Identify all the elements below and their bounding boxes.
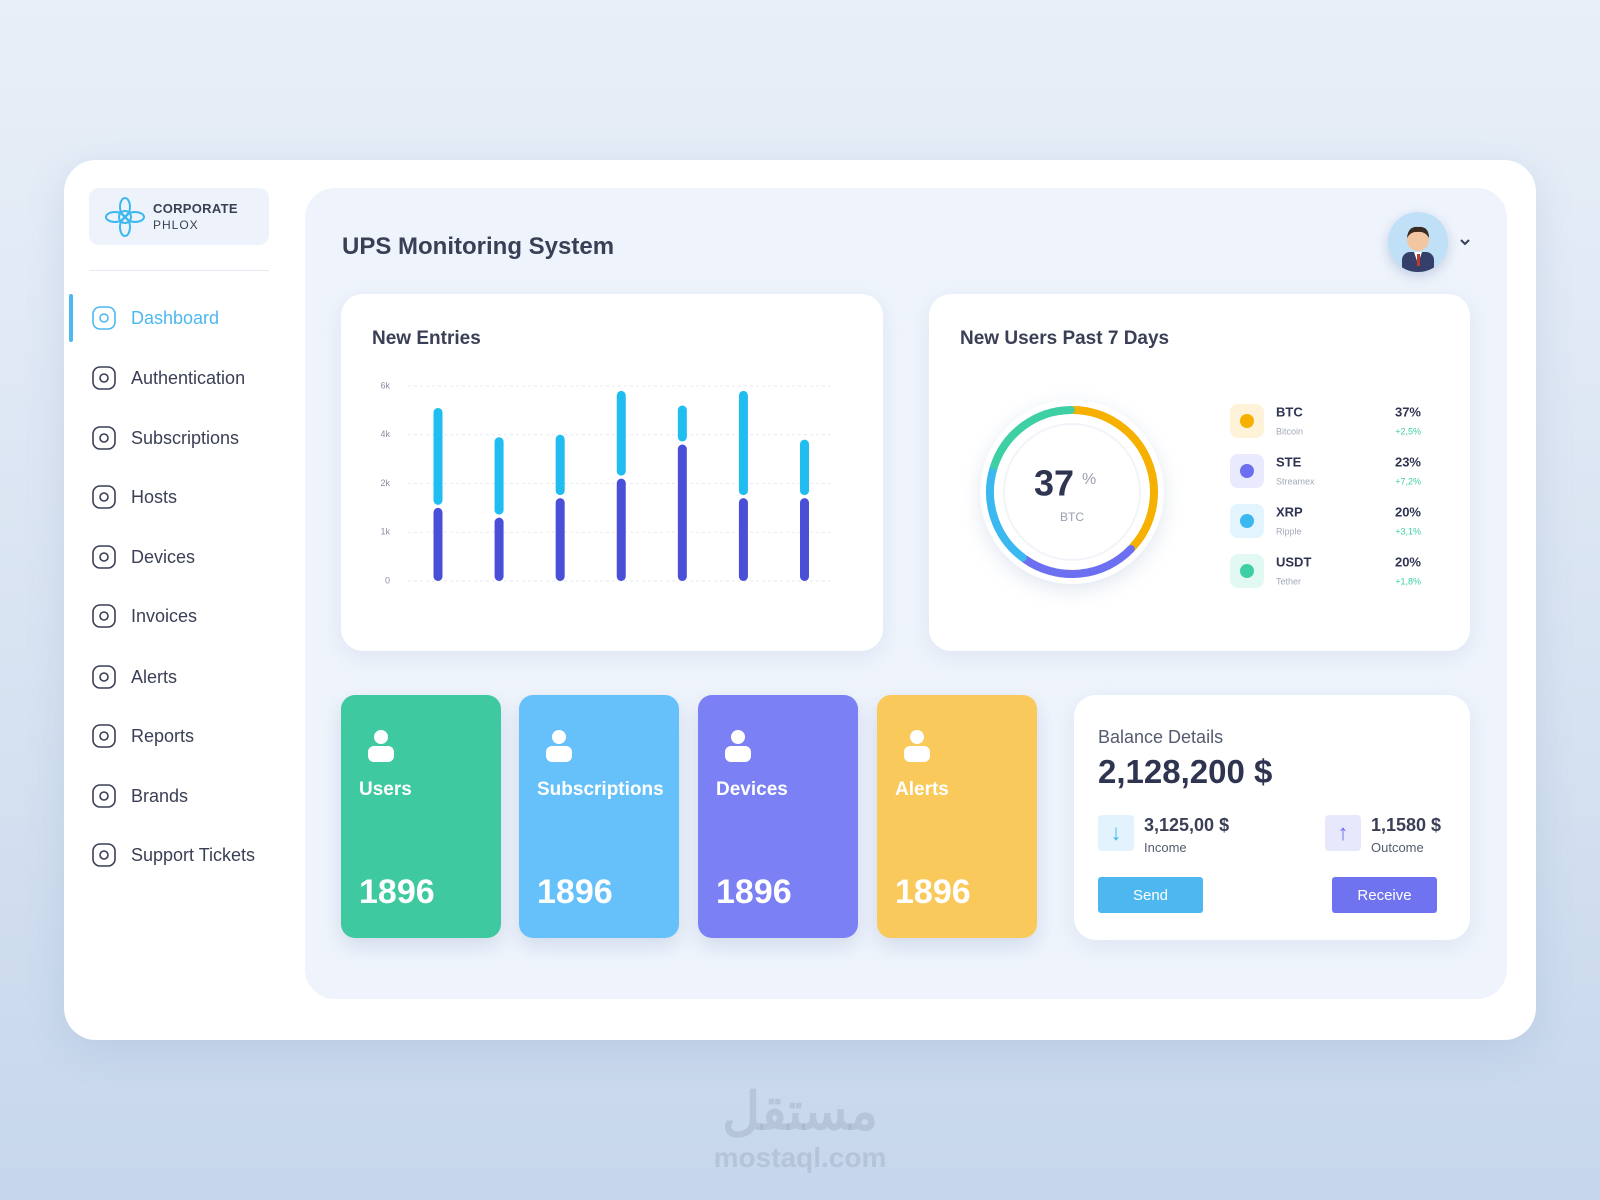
outcome-label: Outcome	[1371, 840, 1424, 855]
nav-item[interactable]: Subscriptions	[89, 418, 299, 458]
watermark-latin: mostaql.com	[713, 1142, 887, 1173]
stat-value: 1896	[537, 873, 613, 911]
divider	[89, 270, 269, 271]
nav-icon	[92, 665, 116, 689]
page-title: UPS Monitoring System	[342, 233, 615, 260]
nav-icon	[92, 366, 116, 390]
nav-icon	[92, 426, 116, 450]
nav-label: Brands	[131, 785, 189, 806]
send-button[interactable]: Send	[1098, 877, 1203, 913]
logo: CORPORATE PHLOX	[89, 188, 269, 245]
nav-item[interactable]: Authentication	[89, 358, 299, 398]
nav-item[interactable]: Brands	[89, 776, 299, 816]
stat-label: Alerts	[895, 779, 949, 800]
nav-item[interactable]: Support Tickets	[89, 835, 299, 875]
nav-label: Devices	[131, 546, 196, 567]
stat-icon	[368, 730, 394, 762]
receive-button[interactable]: Receive	[1332, 877, 1437, 913]
nav-item[interactable]: Dashboard	[89, 298, 299, 338]
stat-value: 1896	[359, 873, 435, 911]
entries-card	[341, 294, 883, 651]
stat-label: Subscriptions	[537, 779, 664, 800]
logo-icon	[105, 197, 145, 237]
nav-icon	[92, 604, 116, 628]
nav-label: Authentication	[131, 367, 246, 388]
stat-value: 1896	[716, 873, 792, 911]
income-label: Income	[1144, 840, 1187, 855]
watermark-arabic: مستقل	[722, 1083, 878, 1141]
nav-label: Dashboard	[131, 307, 220, 328]
nav-icon	[92, 545, 116, 569]
income-icon: ↓	[1098, 815, 1134, 851]
nav-item[interactable]: Devices	[89, 537, 299, 577]
nav-icon	[92, 724, 116, 748]
nav-item[interactable]: Hosts	[89, 477, 299, 517]
brand-line-2: PHLOX	[153, 218, 199, 232]
nav-label: Support Tickets	[131, 844, 256, 865]
income-value: 3,125,00 $	[1144, 815, 1230, 835]
stat-card[interactable]: Users 1896	[341, 695, 501, 938]
nav-icon	[92, 485, 116, 509]
balance-title: Balance Details	[1098, 727, 1224, 747]
stat-icon	[725, 730, 751, 762]
balance-amount: 2,128,200 $	[1098, 753, 1273, 790]
outcome-icon: ↑	[1325, 815, 1361, 851]
nav-label: Invoices	[131, 605, 198, 626]
balance-card: Balance Details 2,128,200 $ ↓ 3,125,00 $…	[1074, 695, 1470, 940]
nav-item[interactable]: Alerts	[89, 657, 299, 697]
stat-card[interactable]: Alerts 1896	[877, 695, 1037, 938]
stat-icon	[904, 730, 930, 762]
stat-icon	[546, 730, 572, 762]
stat-card[interactable]: Subscriptions 1896	[519, 695, 679, 938]
nav-label: Subscriptions	[131, 427, 240, 448]
nav-item[interactable]: Reports	[89, 716, 299, 756]
users-card	[929, 294, 1470, 651]
brand-line-1: CORPORATE	[153, 201, 238, 216]
nav-icon	[92, 843, 116, 867]
stat-card[interactable]: Devices 1896	[698, 695, 858, 938]
nav-label: Hosts	[131, 486, 178, 507]
avatar-dropdown[interactable]	[1458, 235, 1472, 249]
stat-label: Users	[359, 779, 412, 800]
nav-label: Alerts	[131, 666, 178, 687]
nav-item[interactable]: Invoices	[89, 596, 299, 636]
stat-value: 1896	[895, 873, 971, 911]
avatar[interactable]	[1388, 212, 1448, 272]
nav-icon	[92, 784, 116, 808]
nav-label: Reports	[131, 725, 195, 746]
nav-active-indicator	[69, 294, 73, 342]
outcome-value: 1,1580 $	[1371, 815, 1442, 835]
stat-label: Devices	[716, 779, 788, 800]
avatar-image	[1402, 226, 1434, 272]
nav-icon	[92, 306, 116, 330]
